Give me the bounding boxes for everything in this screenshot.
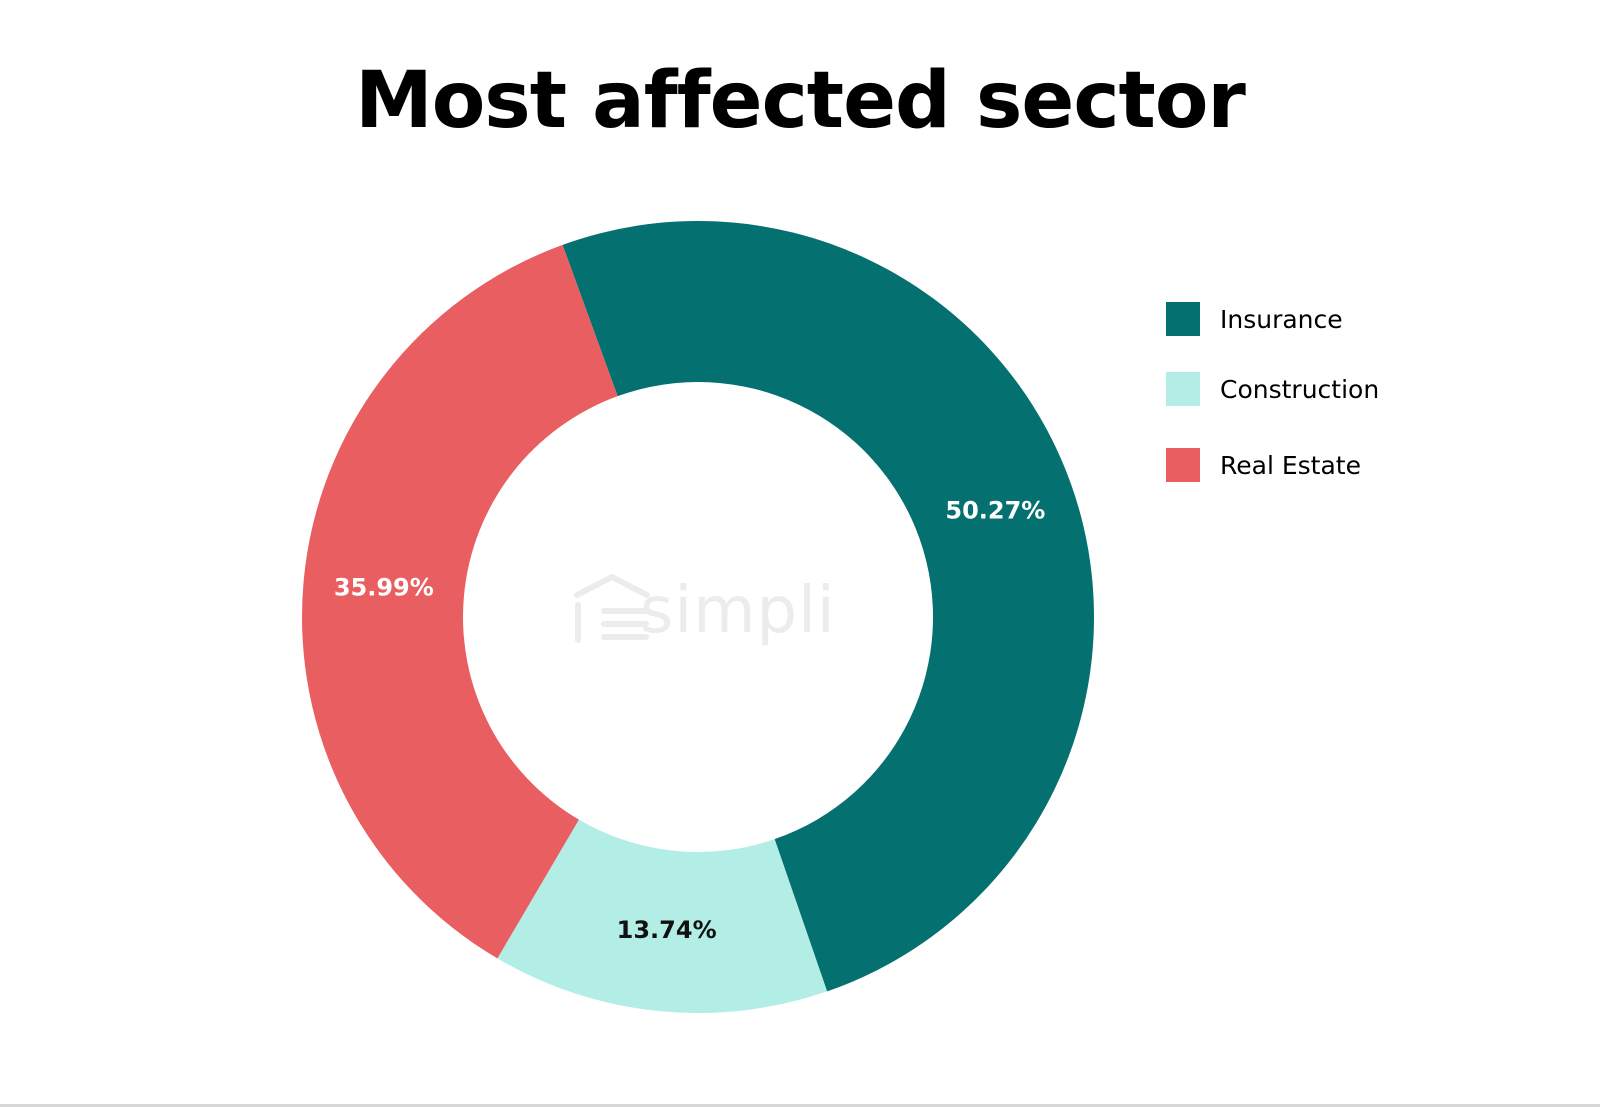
slice-construction [497, 819, 828, 1014]
bottom-divider [0, 1104, 1600, 1107]
watermark-logo-text: simpli [640, 574, 836, 648]
legend-item-insurance: Insurance [1166, 302, 1343, 336]
legend-item-construction: Construction [1166, 372, 1379, 406]
legend-swatch-construction [1166, 372, 1200, 406]
legend-swatch-real-estate [1166, 448, 1200, 482]
house-icon [574, 573, 650, 643]
legend-label-insurance: Insurance [1220, 304, 1343, 334]
legend-label-real-estate: Real Estate [1220, 450, 1361, 480]
slice-label-insurance: 50.27% [945, 497, 1045, 525]
legend-swatch-insurance [1166, 302, 1200, 336]
chart-title: Most affected sector [355, 56, 1246, 146]
slice-label-real-estate: 35.99% [334, 573, 434, 601]
slice-insurance [562, 221, 1094, 992]
slice-label-construction: 13.74% [617, 916, 717, 944]
legend-item-real-estate: Real Estate [1166, 448, 1361, 482]
slice-real-estate [301, 244, 618, 959]
legend-label-construction: Construction [1220, 374, 1380, 404]
